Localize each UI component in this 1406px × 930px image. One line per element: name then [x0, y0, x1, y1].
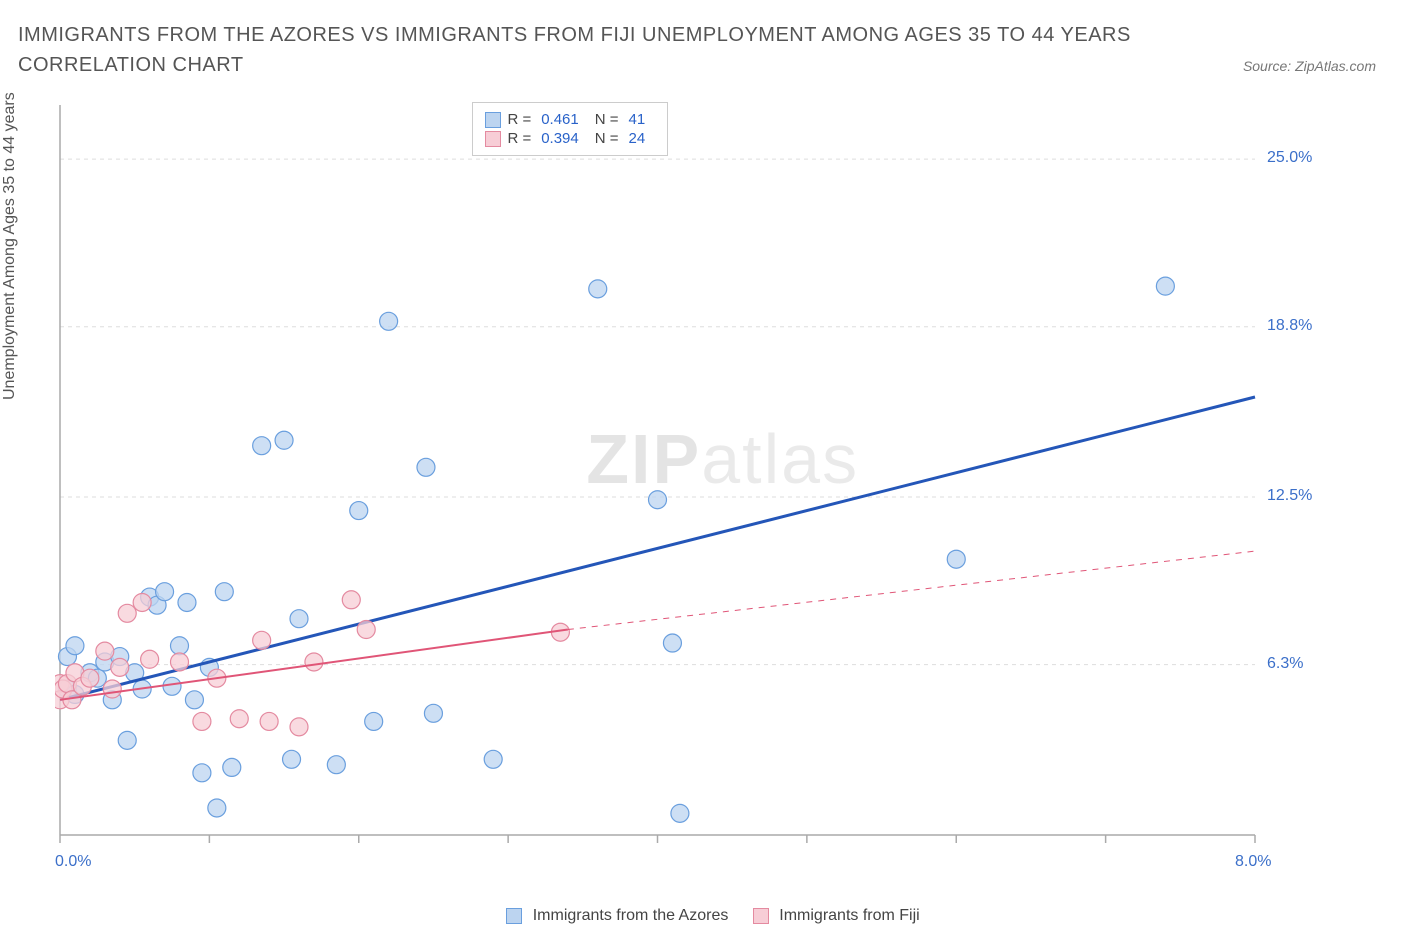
legend-row-1: R = 0.461 N = 41 — [485, 111, 655, 128]
swatch-series2 — [485, 131, 501, 147]
series-legend: Immigrants from the Azores Immigrants fr… — [0, 907, 1406, 925]
y-tick-label: 6.3% — [1267, 655, 1303, 673]
r-value-2: 0.394 — [541, 130, 579, 147]
swatch-series1-bottom — [506, 908, 522, 924]
series1-name: Immigrants from the Azores — [533, 907, 729, 924]
chart-title: IMMIGRANTS FROM THE AZORES VS IMMIGRANTS… — [18, 20, 1206, 80]
n-value-2: 24 — [629, 130, 646, 147]
r-value-1: 0.461 — [541, 111, 579, 128]
x-start-label: 0.0% — [55, 853, 91, 871]
series2-name: Immigrants from Fiji — [779, 907, 919, 924]
swatch-series2-bottom — [753, 908, 769, 924]
source-credit: Source: ZipAtlas.com — [1243, 58, 1376, 74]
y-axis-label: Unemployment Among Ages 35 to 44 years — [1, 92, 19, 400]
swatch-series1 — [485, 112, 501, 128]
x-end-label: 8.0% — [1235, 853, 1271, 871]
y-tick-label: 25.0% — [1267, 149, 1312, 167]
n-value-1: 41 — [629, 111, 646, 128]
stats-legend: R = 0.461 N = 41 R = 0.394 N = 24 — [472, 102, 668, 156]
n-label: N = — [595, 130, 619, 147]
y-tick-label: 12.5% — [1267, 487, 1312, 505]
scatter-plot — [55, 100, 1320, 860]
y-tick-label: 18.8% — [1267, 317, 1312, 335]
n-label: N = — [595, 111, 619, 128]
r-label: R = — [507, 111, 531, 128]
legend-row-2: R = 0.394 N = 24 — [485, 130, 655, 147]
r-label: R = — [507, 130, 531, 147]
